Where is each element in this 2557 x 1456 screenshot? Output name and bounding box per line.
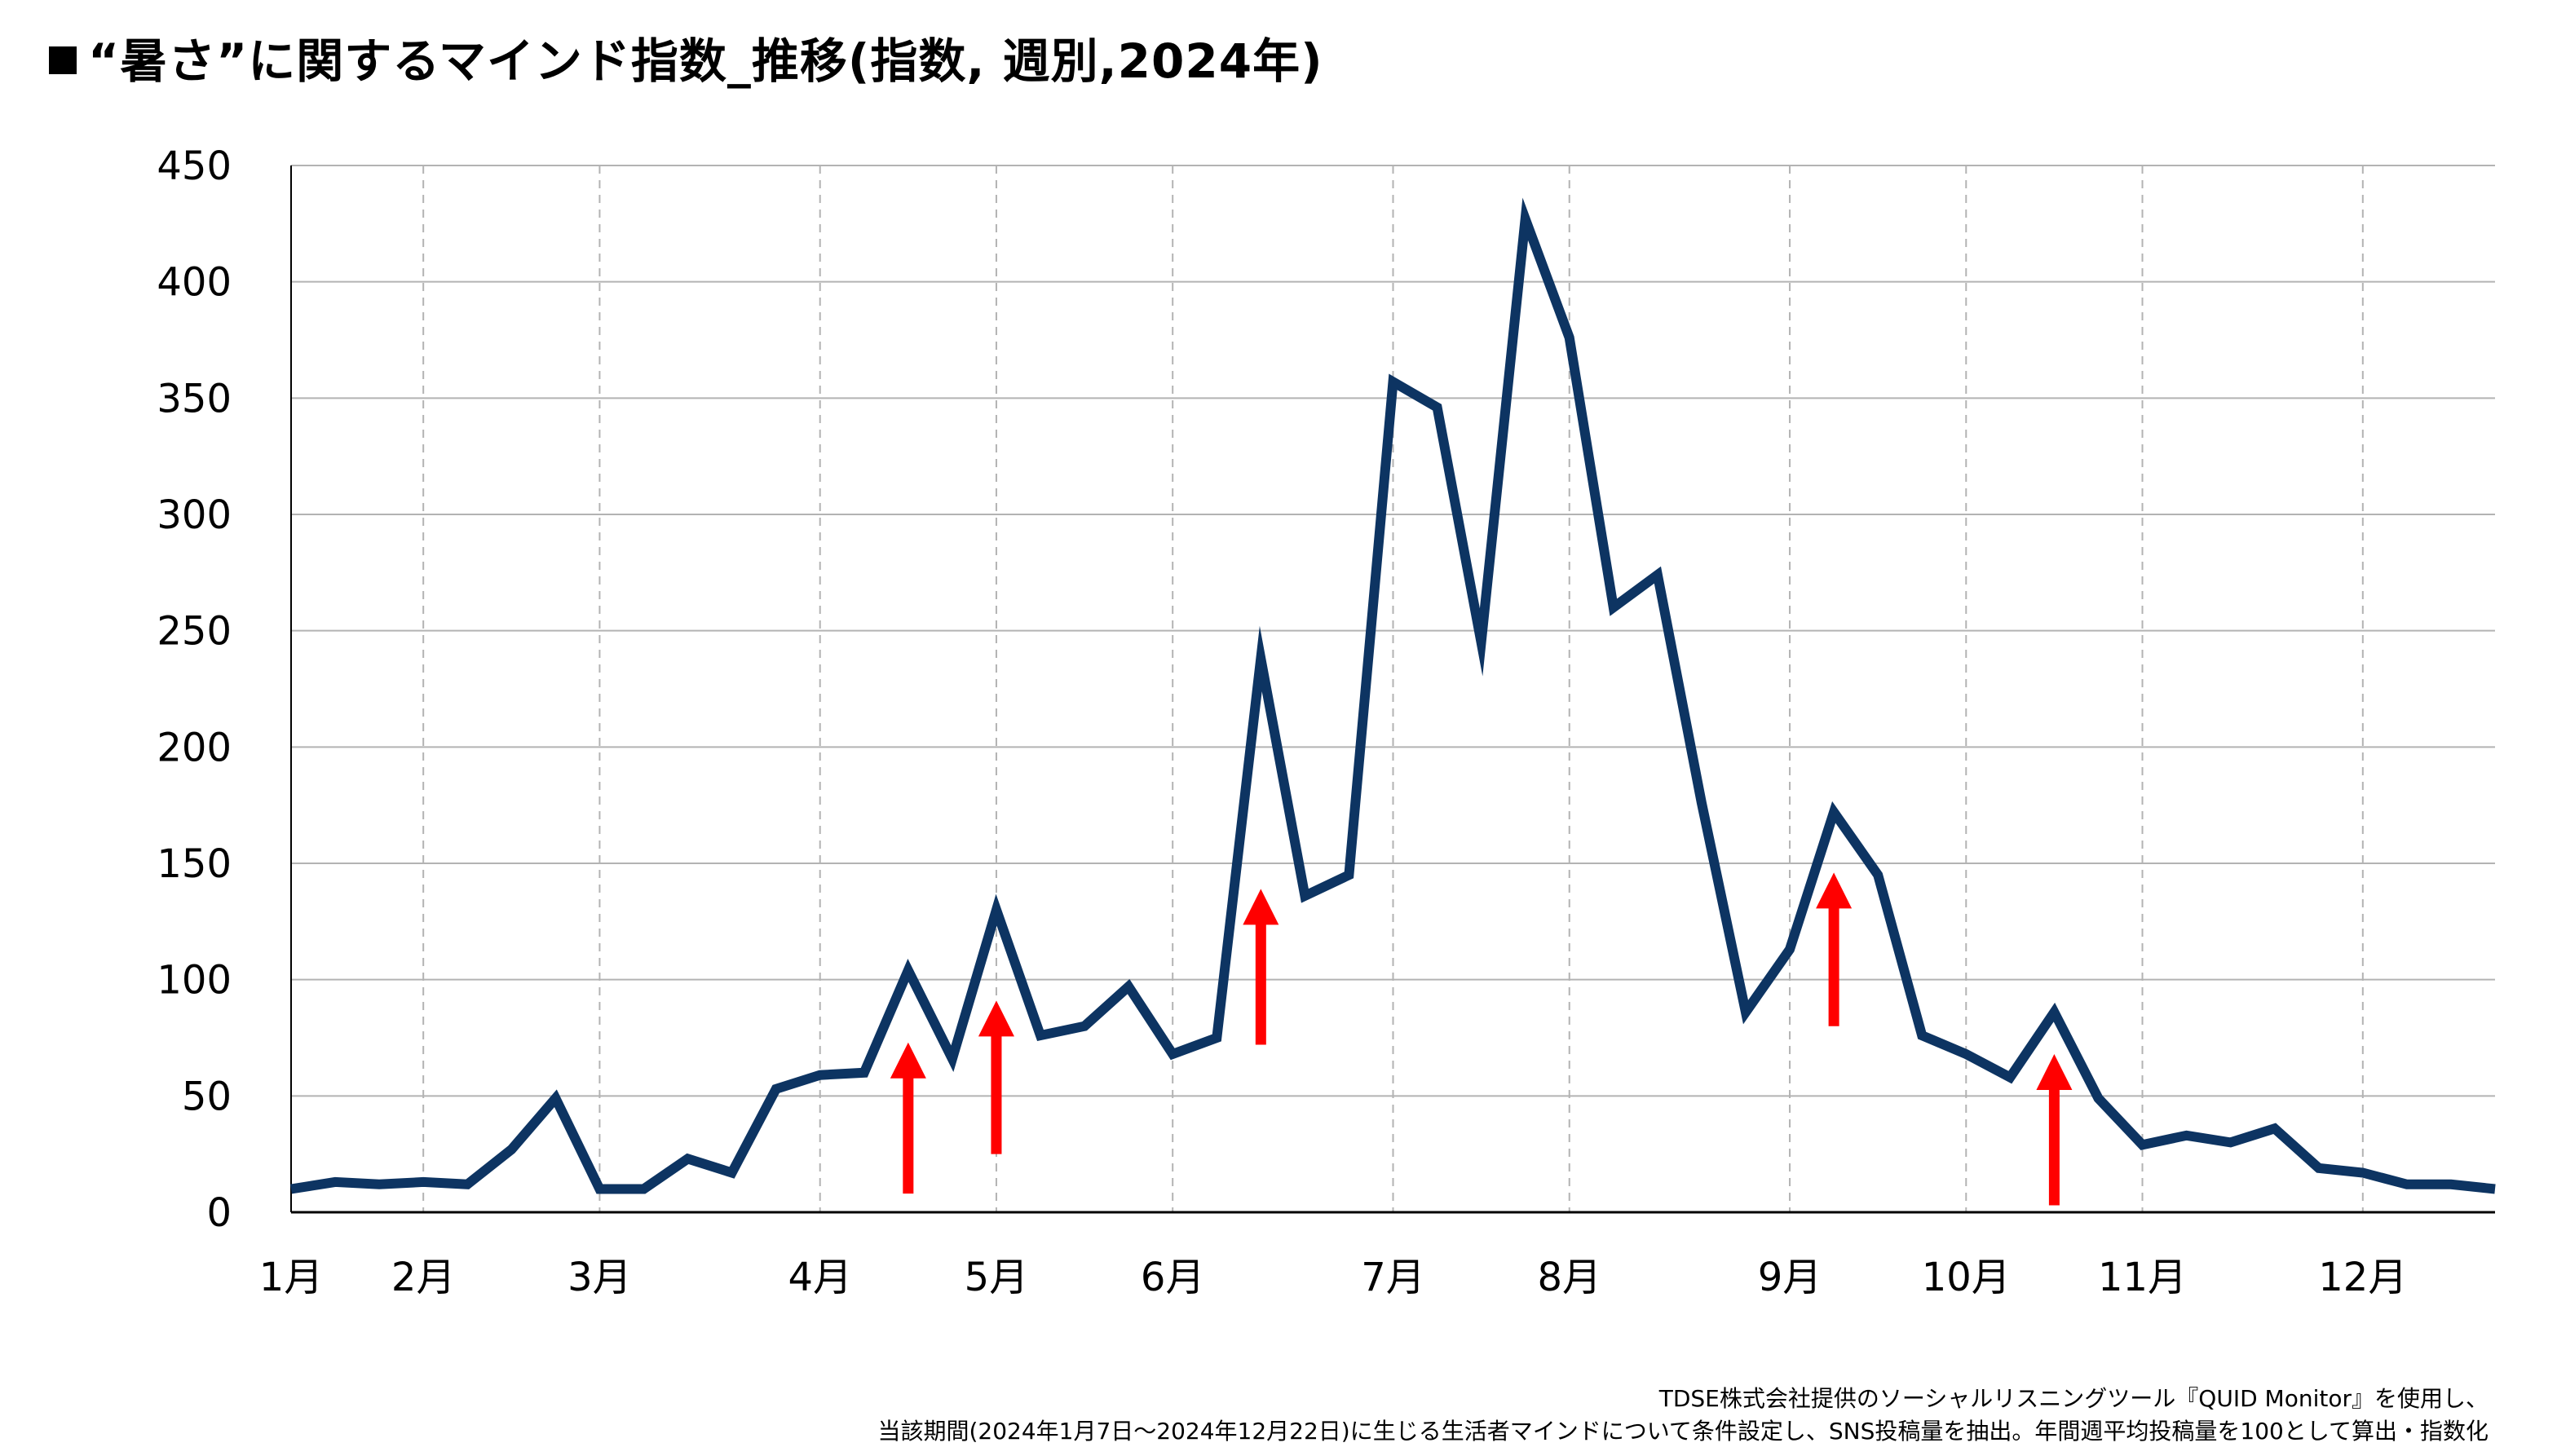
data-point <box>1613 607 1614 608</box>
red-arrow-3 <box>1243 889 1279 1045</box>
data-point <box>1657 574 1658 576</box>
data-point <box>2274 1127 2276 1129</box>
data-point <box>1172 1053 1173 1055</box>
x-tick-label: 12月 <box>2318 1255 2407 1300</box>
arrow-head <box>2036 1053 2073 1090</box>
arrow-head <box>1243 889 1279 925</box>
y-tick-label: 450 <box>157 143 232 189</box>
x-tick-label: 8月 <box>1537 1255 1601 1300</box>
data-point <box>1833 811 1835 813</box>
y-tick-label: 100 <box>157 958 232 1004</box>
data-point <box>687 1158 689 1159</box>
arrow-head <box>1816 872 1853 909</box>
x-tick-label: 1月 <box>259 1255 324 1300</box>
y-tick-labels: 0 50 100 150 200 250 300 350 400 450 <box>157 143 232 1236</box>
data-point <box>2142 1144 2144 1145</box>
data-point <box>2053 1012 2055 1013</box>
y-tick-label: 250 <box>157 609 232 655</box>
data-point <box>1216 1037 1217 1039</box>
data-point <box>1304 895 1305 897</box>
data-point <box>1965 1053 1967 1055</box>
data-point <box>908 969 909 971</box>
x-tick-label: 3月 <box>567 1255 632 1300</box>
y-tick-label: 50 <box>182 1074 232 1119</box>
axes <box>290 165 2495 1214</box>
arrow-head <box>890 1042 926 1079</box>
annotation-arrows <box>890 872 2073 1206</box>
data-point <box>510 1149 512 1150</box>
data-point <box>1921 1035 1923 1036</box>
arrow-head <box>978 1000 1014 1037</box>
data-point <box>598 1188 600 1189</box>
data-point <box>2406 1184 2408 1185</box>
data-point <box>1701 802 1702 804</box>
y-tick-label: 200 <box>157 725 232 770</box>
data-point <box>1040 1035 1041 1036</box>
data-point <box>819 1074 821 1076</box>
data-point <box>2009 1077 2011 1079</box>
footnote-line-1: TDSE株式会社提供のソーシャルリスニングツール『QUID Monitor』を使… <box>1658 1385 2489 1412</box>
red-arrow-5 <box>2036 1053 2073 1206</box>
data-point <box>2318 1167 2320 1169</box>
data-point <box>1481 642 1482 643</box>
x-tick-labels: 1月 2月 3月 4月 5月 6月 7月 8月 9月 10月 11月 12月 <box>259 1255 2408 1300</box>
data-point <box>2362 1171 2364 1173</box>
data-point <box>775 1088 777 1090</box>
x-tick-label: 11月 <box>2098 1255 2187 1300</box>
y-tick-label: 300 <box>157 492 232 538</box>
data-point <box>996 909 997 911</box>
red-arrow-1 <box>890 1042 926 1194</box>
y-tick-label: 150 <box>157 841 232 887</box>
y-tick-label: 400 <box>157 260 232 306</box>
data-point <box>1348 874 1349 876</box>
data-point <box>1745 1012 1747 1013</box>
data-point <box>952 1058 953 1060</box>
chart-title: “暑さ”に関するマインド指数_推移(指数, 週別,2024年) <box>49 23 1323 91</box>
series-layer <box>290 197 2496 1194</box>
x-tick-label: 10月 <box>1922 1255 2011 1300</box>
footnote-line-2: 当該期間(2024年1月7日～2024年12月22日)に生じる生活者マインドにつ… <box>877 1418 2489 1445</box>
data-point <box>1525 218 1526 220</box>
x-tick-label: 6月 <box>1141 1255 1205 1300</box>
data-point <box>554 1097 556 1099</box>
x-tick-label: 4月 <box>788 1255 852 1300</box>
data-point <box>2450 1184 2452 1185</box>
series-line-0 <box>290 197 2496 1194</box>
data-point <box>290 1188 292 1189</box>
data-point <box>1393 381 1394 382</box>
data-point <box>1789 949 1791 951</box>
data-point <box>2186 1135 2188 1136</box>
data-point <box>2097 1097 2099 1099</box>
data-point <box>378 1184 380 1185</box>
data-point <box>334 1181 336 1183</box>
data-point <box>1437 407 1438 408</box>
data-point <box>731 1171 733 1173</box>
data-point <box>466 1184 468 1185</box>
chart-title-text: “暑さ”に関するマインド指数_推移(指数, 週別,2024年) <box>88 33 1323 89</box>
red-arrow-2 <box>978 1000 1014 1154</box>
data-point <box>2230 1141 2232 1143</box>
x-tick-label: 9月 <box>1758 1255 1822 1300</box>
square-bullet-icon <box>49 46 77 74</box>
y-tick-label: 0 <box>206 1190 232 1236</box>
data-point <box>1128 986 1129 987</box>
data-point <box>422 1181 424 1183</box>
data-point <box>643 1188 644 1189</box>
x-tick-label: 2月 <box>391 1255 456 1300</box>
data-point <box>1877 874 1879 876</box>
data-point <box>2494 1188 2496 1189</box>
red-arrow-4 <box>1816 872 1853 1026</box>
x-tick-label: 7月 <box>1361 1255 1425 1300</box>
y-tick-label: 350 <box>157 376 232 421</box>
x-tick-label: 5月 <box>965 1255 1029 1300</box>
data-point <box>1260 658 1261 660</box>
data-point <box>1084 1026 1085 1027</box>
data-point <box>863 1072 865 1074</box>
data-point <box>1569 337 1570 338</box>
